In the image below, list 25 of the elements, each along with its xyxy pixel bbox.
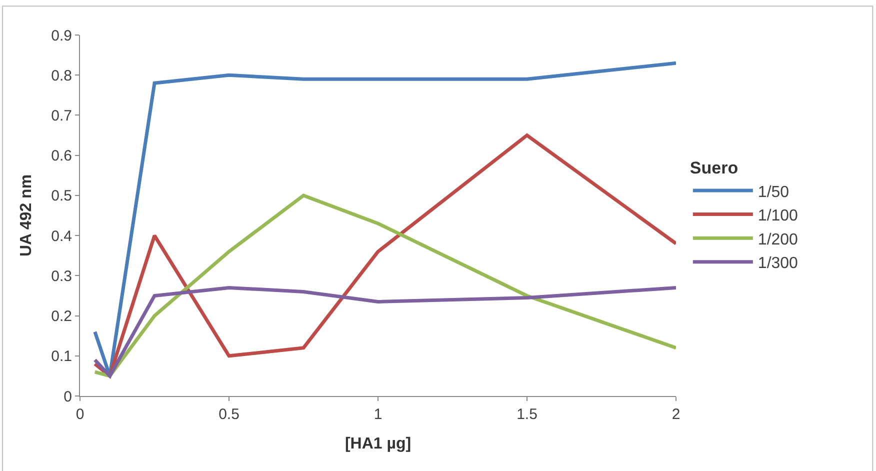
y-tick-label: 0.6 xyxy=(51,148,72,165)
y-tick-label: 0.9 xyxy=(51,27,72,44)
x-tick-label: 1 xyxy=(374,406,382,423)
y-tick-label: 0.3 xyxy=(51,268,72,285)
y-tick-label: 0.5 xyxy=(51,188,72,205)
y-tick-label: 0.8 xyxy=(51,67,72,84)
x-tick-label: 0.5 xyxy=(218,406,240,423)
line-series xyxy=(93,286,676,378)
legend-label: 1/100 xyxy=(758,208,798,225)
line-series xyxy=(93,194,676,378)
line-series xyxy=(93,134,676,378)
x-tick-label: 1.5 xyxy=(516,406,538,423)
legend-label: 1/200 xyxy=(758,231,798,248)
y-tick-label: 0.4 xyxy=(51,228,72,245)
y-axis-title: UA 492 nm xyxy=(18,174,36,257)
legend-label: 1/300 xyxy=(758,255,798,272)
legend-label: 1/50 xyxy=(758,184,790,201)
x-tick-label: 2 xyxy=(672,406,680,423)
y-tick-label: 0.7 xyxy=(51,107,72,124)
x-axis-title: [HA1 µg] xyxy=(344,436,412,453)
legend-title: Suero xyxy=(690,158,738,178)
y-tick-label: 0 xyxy=(64,388,72,406)
x-tick-label: 0 xyxy=(76,406,84,423)
y-tick-label: 0.2 xyxy=(51,308,72,326)
y-tick-label: 0.1 xyxy=(51,348,72,366)
